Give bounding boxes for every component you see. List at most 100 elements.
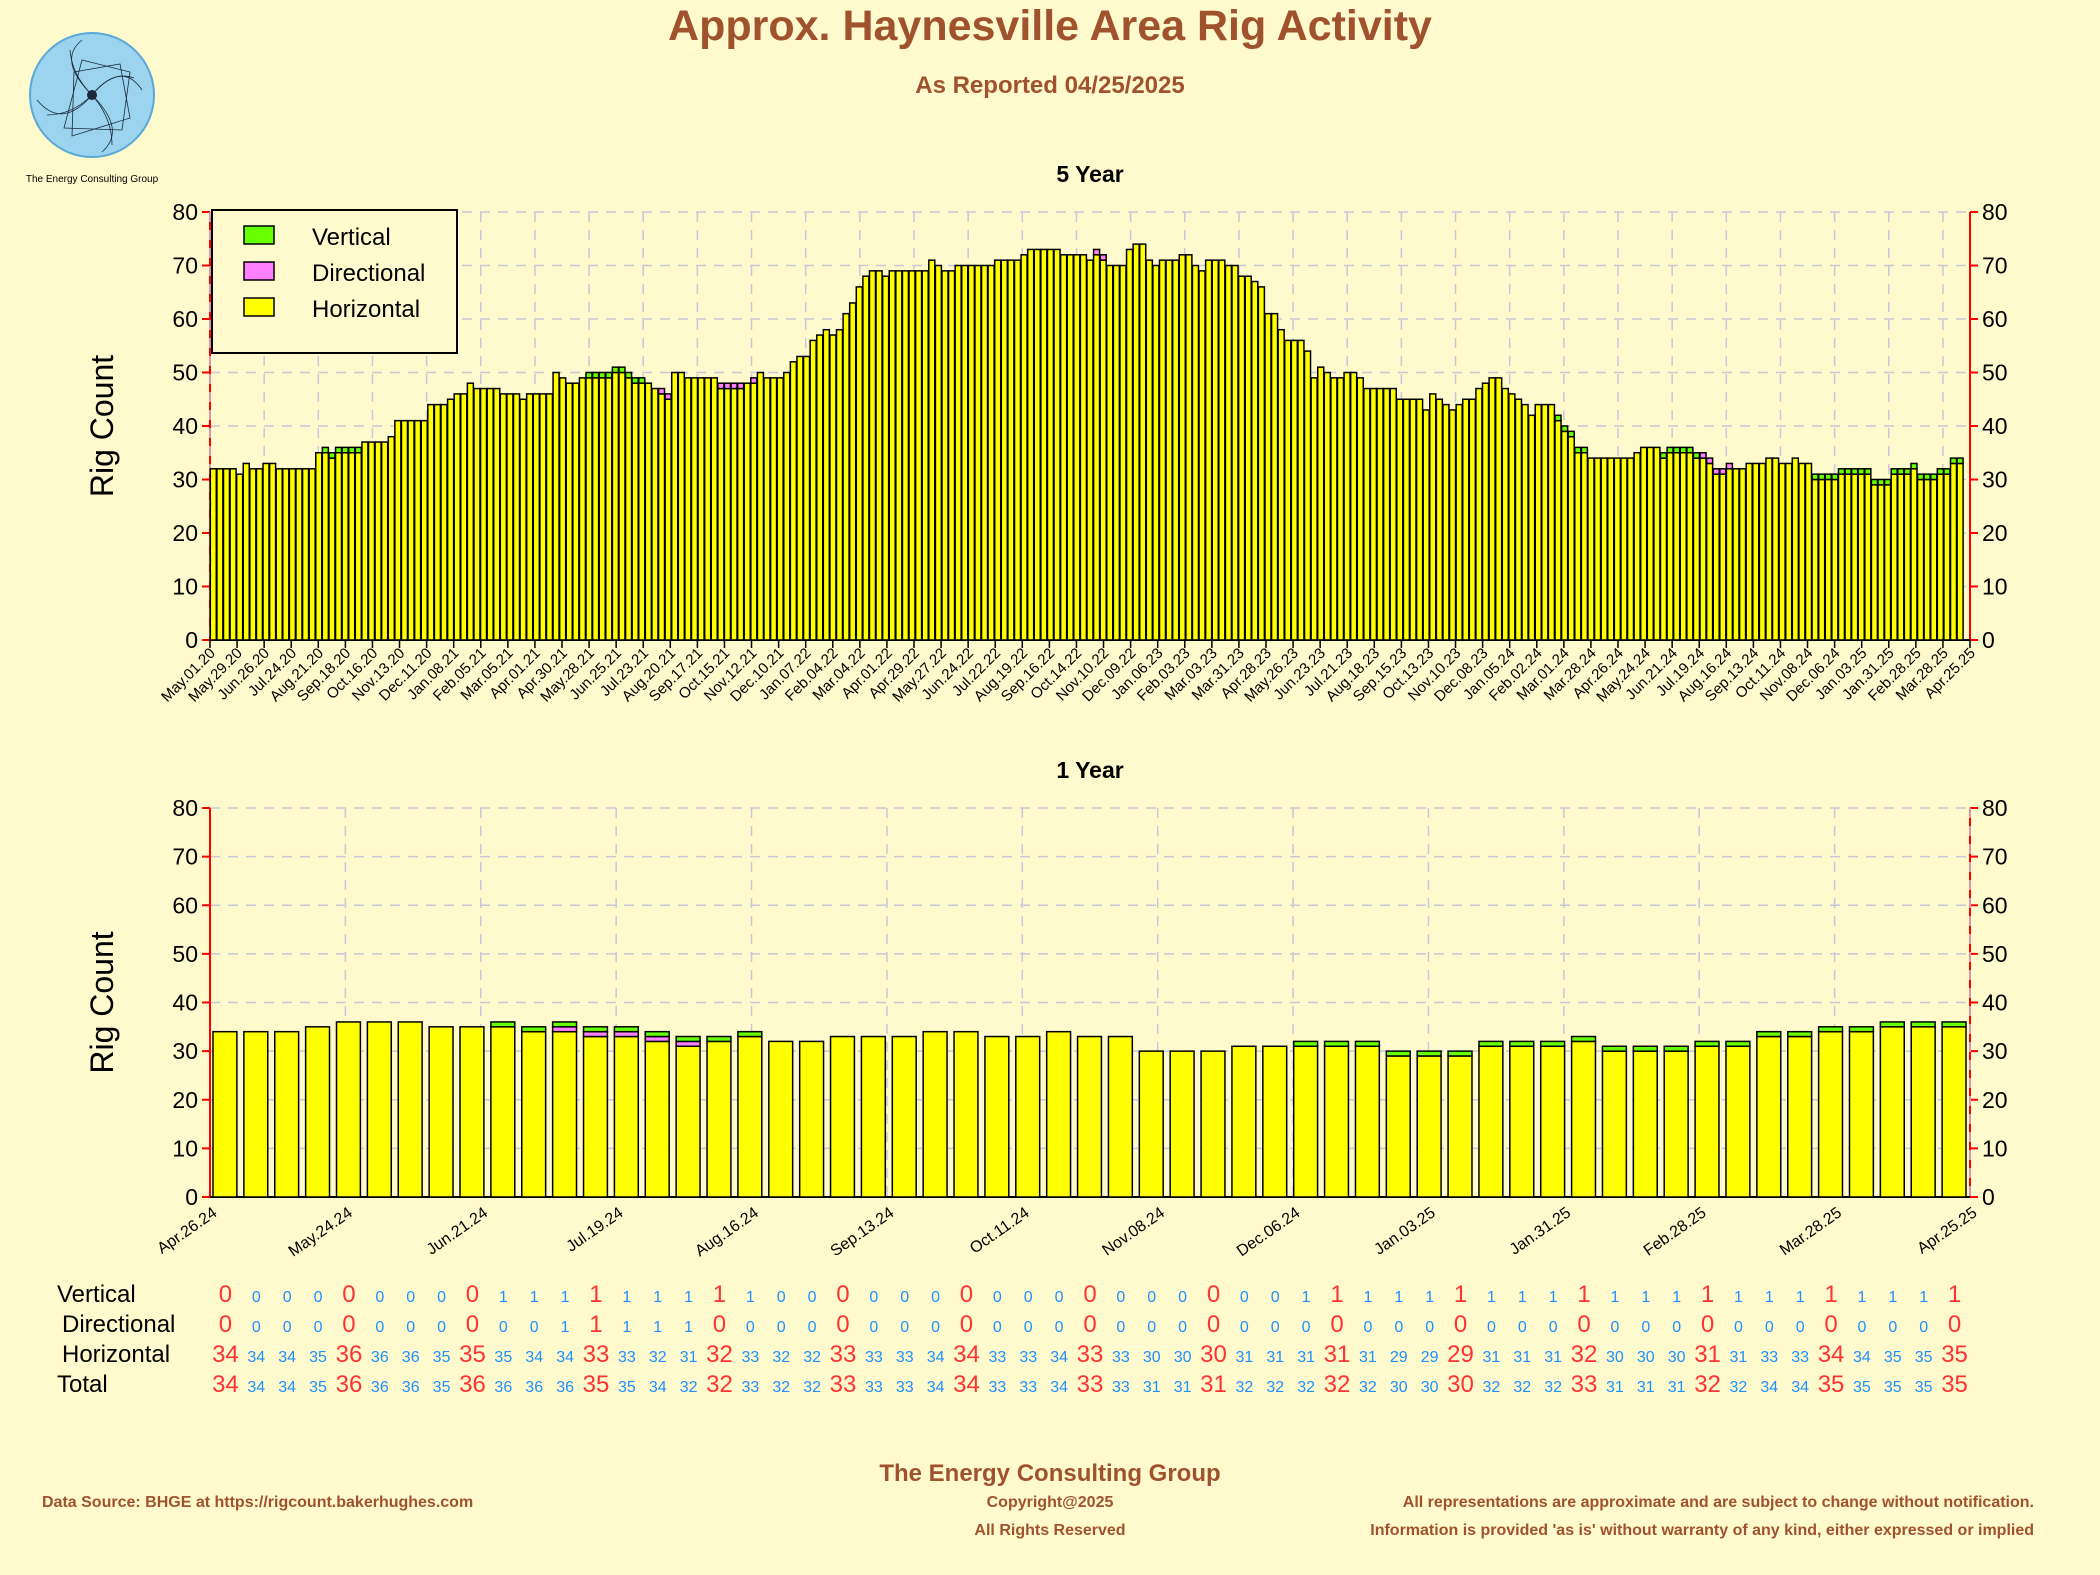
- footer-warranty: Information is provided 'as is' without …: [1370, 1522, 2034, 1539]
- bar-horizontal: [1478, 1045, 1504, 1198]
- table-cell: 35: [1818, 1371, 1845, 1398]
- y-tick-label-left: 60: [172, 306, 198, 332]
- table-cell: 0: [1330, 1311, 1343, 1338]
- table-cell: 34: [212, 1371, 239, 1398]
- table-cell: 0: [466, 1281, 479, 1308]
- table-cell: 30: [1143, 1349, 1161, 1366]
- bar-vertical: [1663, 1045, 1689, 1052]
- bar-directional: [1092, 248, 1101, 256]
- footer-company: The Energy Consulting Group: [879, 1460, 1221, 1487]
- logo-spiral-icon: [29, 32, 155, 158]
- table-cell: 35: [583, 1371, 610, 1398]
- y-tick-label-left: 40: [172, 413, 198, 439]
- table-cell: 31: [1266, 1349, 1284, 1366]
- x-tick-label: Jul.19.24: [564, 1204, 627, 1255]
- table-cell: 1: [653, 1289, 662, 1306]
- bar-horizontal: [675, 1045, 701, 1198]
- bar-horizontal: [984, 1035, 1010, 1198]
- table-cell: 31: [1606, 1379, 1624, 1396]
- table-cell: 32: [1544, 1379, 1562, 1396]
- table-cell: 1: [530, 1289, 539, 1306]
- bar-vertical: [1292, 1040, 1319, 1048]
- table-cell: 30: [1447, 1371, 1474, 1398]
- table-cell: 36: [556, 1379, 574, 1396]
- table-cell: 0: [283, 1319, 292, 1336]
- table-cell: 0: [437, 1289, 446, 1306]
- table-cell: 36: [459, 1371, 486, 1398]
- bar-vertical: [1910, 1021, 1936, 1028]
- bar-horizontal: [860, 1035, 887, 1198]
- table-cell: 0: [375, 1289, 384, 1306]
- table-cell: 31: [1297, 1349, 1315, 1366]
- bar-horizontal: [1045, 1030, 1072, 1198]
- legend-swatch-directional: [243, 261, 275, 281]
- table-cell: 1: [684, 1319, 693, 1336]
- table-cell: 0: [808, 1289, 817, 1306]
- table-cell: 1: [1641, 1289, 1650, 1306]
- y-tick-label-right: 60: [1982, 306, 2008, 332]
- bar-horizontal: [1539, 1045, 1566, 1198]
- table-cell: 30: [1174, 1349, 1192, 1366]
- table-cell: 34: [247, 1379, 265, 1396]
- footer-copyright: Copyright@2025: [986, 1494, 1114, 1511]
- bar-vertical: [1910, 462, 1918, 470]
- table-cell: 0: [900, 1289, 909, 1306]
- table-row-label-horizontal: Horizontal: [62, 1341, 170, 1368]
- table-cell: 1: [653, 1319, 662, 1336]
- table-cell: 32: [1513, 1379, 1531, 1396]
- bar-horizontal: [1879, 1026, 1905, 1198]
- table-cell: 0: [777, 1289, 786, 1306]
- table-cell: 33: [1112, 1349, 1130, 1366]
- table-cell: 35: [1884, 1349, 1902, 1366]
- table-cell: 34: [1791, 1379, 1809, 1396]
- bar-horizontal: [768, 1040, 794, 1198]
- table-cell: 0: [252, 1289, 261, 1306]
- table-cell: 33: [896, 1349, 914, 1366]
- table-cell: 31: [1544, 1349, 1562, 1366]
- x-tick-label: Jun.21.24: [424, 1204, 491, 1258]
- table-cell: 1: [1425, 1289, 1434, 1306]
- table-cell: 0: [1055, 1289, 1064, 1306]
- table-cell: 33: [865, 1379, 883, 1396]
- table-cell: 34: [525, 1349, 543, 1366]
- table-cell: 33: [1077, 1371, 1104, 1398]
- y-tick-label-right: 50: [1982, 360, 2008, 386]
- bar-vertical: [490, 1021, 516, 1028]
- table-cell: 34: [247, 1349, 265, 1366]
- x-tick-label: Apr.26.24: [154, 1204, 220, 1257]
- table-cell: 32: [1571, 1341, 1598, 1368]
- table-cell: 0: [283, 1289, 292, 1306]
- table-cell: 0: [1796, 1319, 1805, 1336]
- legend-swatch-horizontal: [243, 297, 275, 317]
- bar-vertical: [1447, 1050, 1473, 1057]
- bar-horizontal: [1107, 1035, 1134, 1198]
- table-cell: 0: [406, 1319, 415, 1336]
- table-cell: 0: [219, 1311, 232, 1338]
- x-tick-label: Oct.11.24: [967, 1204, 1033, 1257]
- table-cell: 30: [1637, 1349, 1655, 1366]
- bar-horizontal: [613, 1035, 640, 1198]
- table-cell: 32: [803, 1379, 821, 1396]
- y-tick-label-left: 50: [172, 941, 198, 967]
- table-cell: 30: [1200, 1341, 1227, 1368]
- table-cell: 33: [1571, 1371, 1598, 1398]
- x-tick-label: Mar.28.25: [1777, 1204, 1845, 1259]
- table-cell: 30: [1390, 1379, 1408, 1396]
- bar-horizontal: [1663, 1050, 1689, 1198]
- table-cell: 34: [278, 1379, 296, 1396]
- bar-horizontal: [490, 1026, 516, 1198]
- bar-horizontal: [274, 1030, 300, 1198]
- table-cell: 1: [746, 1289, 755, 1306]
- table-cell: 31: [1324, 1341, 1351, 1368]
- table-cell: 1: [1824, 1281, 1837, 1308]
- y-tick-label-left: 20: [172, 1087, 198, 1113]
- legend-label-horizontal: Horizontal: [312, 296, 420, 323]
- table-cell: 31: [1483, 1349, 1501, 1366]
- table-cell: 29: [1447, 1341, 1474, 1368]
- table-cell: 30: [1421, 1379, 1439, 1396]
- table-cell: 32: [1266, 1379, 1284, 1396]
- table-cell: 36: [402, 1349, 420, 1366]
- y-tick-label-left: 60: [172, 892, 198, 918]
- bar-vertical: [1601, 1045, 1628, 1052]
